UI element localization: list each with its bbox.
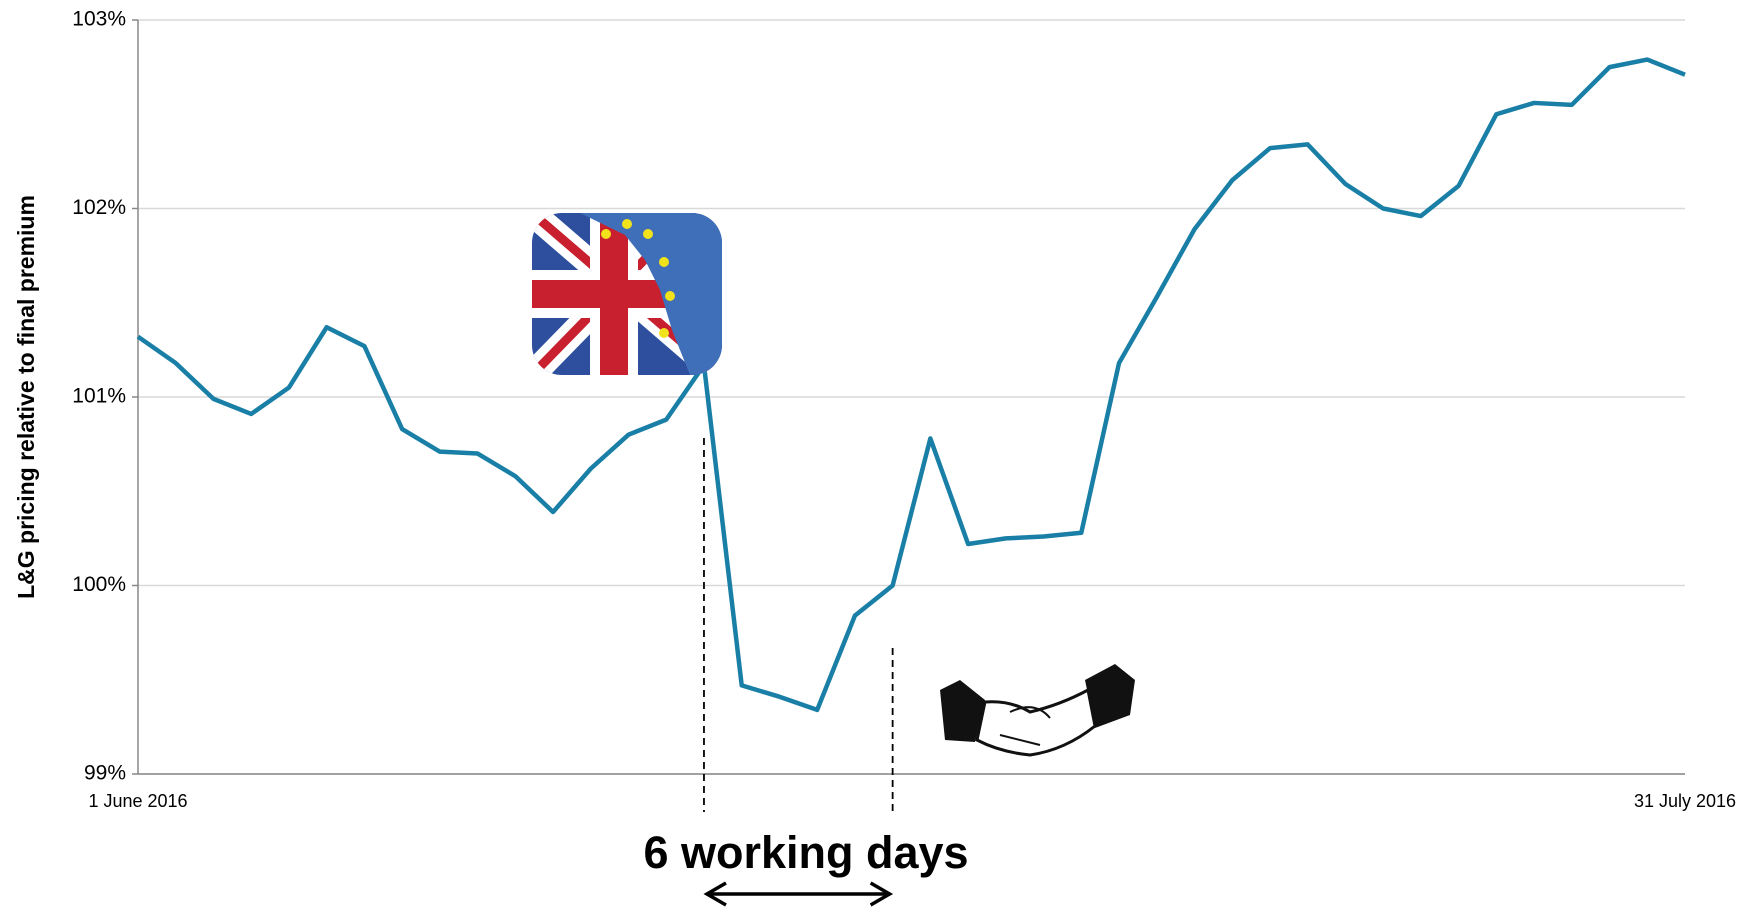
handshake-icon [940,664,1135,757]
flag-icon [532,213,722,375]
line-series [136,57,1686,713]
annotation: 6 working days [643,827,968,878]
y-tick-label: 100% [72,573,126,596]
y-tick-label: 101% [72,385,126,408]
arrow-head [869,881,894,907]
y-axis-label: L&G pricing relative to final premium [13,195,39,599]
y-tick-label: 103% [72,8,126,31]
x-tick-label: 1 June 2016 [88,791,187,811]
y-tick-label: 99% [84,762,126,785]
arrow-head [703,881,727,907]
x-tick-label: 31 July 2016 [1634,791,1736,811]
y-tick-label: 102% [72,196,126,219]
